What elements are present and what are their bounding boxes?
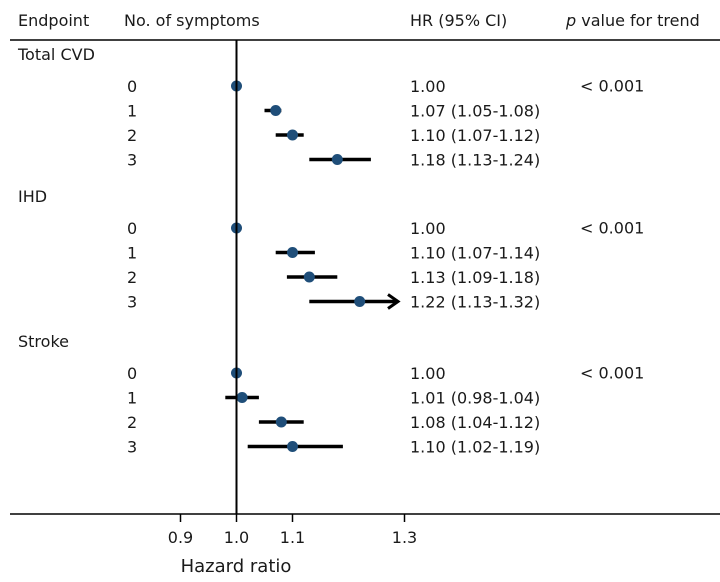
hr-ci-label: 1.10 (1.07-1.12) xyxy=(410,126,540,145)
hr-ci-label: 1.00 xyxy=(410,77,446,96)
hr-point xyxy=(354,296,366,307)
hr-ci-label: 1.08 (1.04-1.12) xyxy=(410,413,540,432)
symptom-level: 0 xyxy=(127,77,137,96)
hr-point xyxy=(303,271,315,283)
hr-point xyxy=(331,154,343,165)
header-p-italic: p xyxy=(565,11,576,30)
symptom-level: 0 xyxy=(127,219,137,238)
symptom-level: 1 xyxy=(127,244,137,263)
hr-ci-label: 1.07 (1.05-1.08) xyxy=(410,102,540,121)
symptom-level: 0 xyxy=(127,364,137,383)
hr-point xyxy=(287,247,298,258)
hr-point xyxy=(270,105,282,116)
p-trend-value: < 0.001 xyxy=(580,77,644,96)
hr-ci-label: 1.10 (1.02-1.19) xyxy=(410,438,540,457)
hr-point xyxy=(236,392,248,403)
hr-point xyxy=(287,441,298,452)
x-axis-label: Hazard ratio xyxy=(181,556,292,577)
hr-ci-label: 1.18 (1.13-1.24) xyxy=(410,151,540,170)
hr-point xyxy=(275,416,287,428)
symptom-level: 3 xyxy=(127,438,137,457)
symptom-level: 3 xyxy=(127,293,137,312)
hr-ci-label: 1.10 (1.07-1.14) xyxy=(410,244,540,263)
header-symptoms: No. of symptoms xyxy=(124,11,260,30)
x-tick-label: 1.3 xyxy=(392,528,417,547)
symptom-level: 3 xyxy=(127,151,137,170)
symptom-level: 1 xyxy=(127,102,137,121)
header-p-trend: p value for trend xyxy=(565,11,700,30)
hr-ci-label: 1.00 xyxy=(410,364,446,383)
header-hr-ci: HR (95% CI) xyxy=(410,11,507,30)
group-label: Stroke xyxy=(18,332,69,351)
x-tick-label: 0.9 xyxy=(168,528,193,547)
p-trend-value: < 0.001 xyxy=(580,364,644,383)
x-tick-label: 1.1 xyxy=(280,528,305,547)
hr-ci-label: 1.22 (1.13-1.32) xyxy=(410,293,540,312)
symptom-level: 2 xyxy=(127,126,137,145)
x-tick-label: 1.0 xyxy=(224,528,249,547)
hr-point xyxy=(287,129,298,141)
p-trend-value: < 0.001 xyxy=(580,219,644,238)
header-p-rest: value for trend xyxy=(576,11,700,30)
hr-ci-label: 1.13 (1.09-1.18) xyxy=(410,268,540,287)
symptom-level: 2 xyxy=(127,268,137,287)
hr-ci-label: 1.00 xyxy=(410,219,446,238)
symptom-level: 2 xyxy=(127,413,137,432)
symptom-level: 1 xyxy=(127,389,137,408)
plot-layer: Total CVD < 0.001 0 1.00 1 1.07 (1.05-1.08) 2 1… xyxy=(17,40,644,514)
hr-ci-label: 1.01 (0.98-1.04) xyxy=(410,389,540,408)
ci-arrow-icon xyxy=(387,293,401,310)
x-axis-ticks: 0.9 1.0 1.1 1.3 xyxy=(168,514,417,547)
header-endpoint: Endpoint xyxy=(18,11,89,30)
group-label: Total CVD xyxy=(17,45,95,64)
group-label: IHD xyxy=(18,187,47,206)
